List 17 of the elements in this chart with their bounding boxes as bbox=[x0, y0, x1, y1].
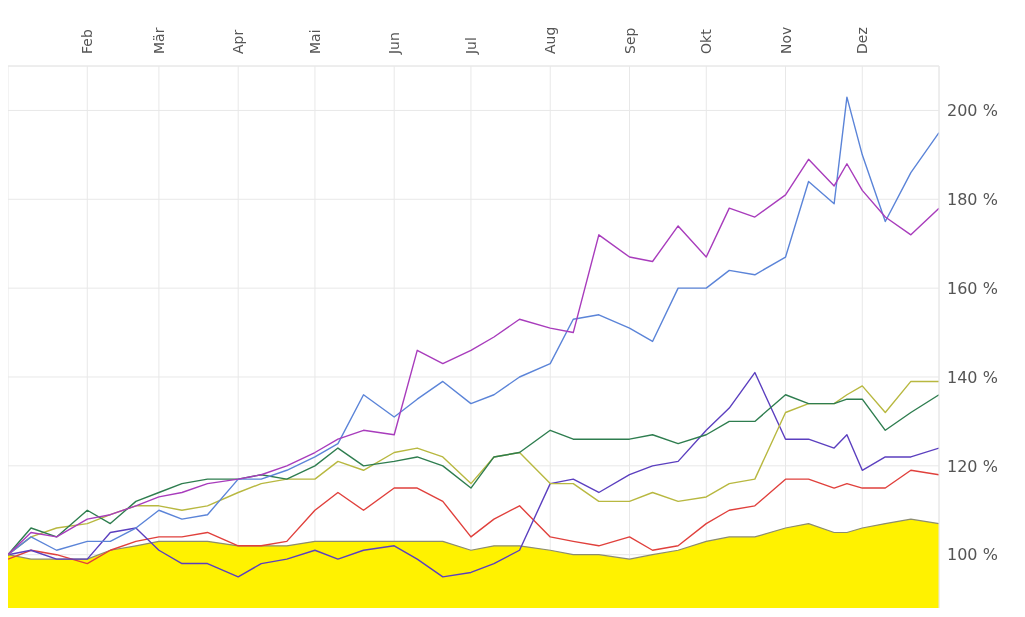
y-tick-label: 160 % bbox=[947, 278, 998, 298]
x-tick-label: Dez bbox=[854, 27, 871, 54]
x-tick-label: Nov bbox=[777, 26, 794, 54]
x-tick-label: Aug bbox=[542, 26, 559, 54]
x-tick-label: Mai bbox=[306, 29, 323, 54]
x-tick-label: Apr bbox=[230, 29, 247, 54]
y-tick-label: 140 % bbox=[947, 367, 998, 387]
y-tick-label: 100 % bbox=[947, 545, 998, 565]
y-tick-label: 200 % bbox=[947, 101, 998, 121]
x-tick-label: Jul bbox=[462, 37, 479, 55]
y-tick-label: 180 % bbox=[947, 189, 998, 209]
x-tick-label: Okt bbox=[698, 28, 715, 54]
x-tick-label: Jun bbox=[386, 32, 403, 55]
y-tick-label: 120 % bbox=[947, 456, 998, 476]
x-tick-label: Feb bbox=[79, 29, 96, 54]
x-tick-label: Sep bbox=[621, 27, 638, 54]
x-tick-label: Mär bbox=[150, 27, 167, 54]
